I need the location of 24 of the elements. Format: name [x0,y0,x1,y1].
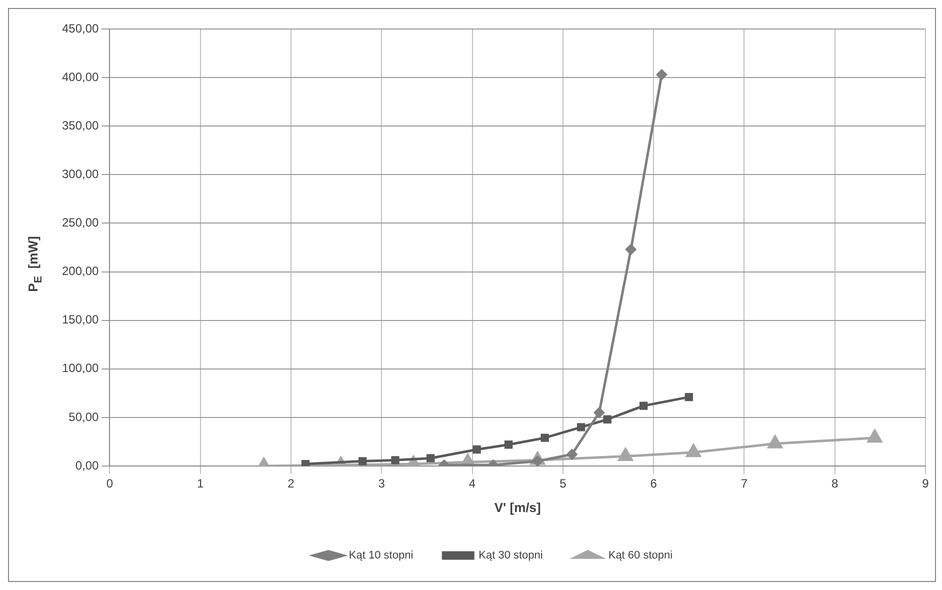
y-tick-label: 250,00 [62,216,100,230]
y-tick-label: 100,00 [62,361,100,376]
y-tick-label: 350,00 [62,118,100,132]
x-tick-label: 2 [288,476,295,491]
legend-label: Kąt 60 stopni [608,550,673,562]
y-tick-label: 50,00 [68,410,100,424]
legend-label: Kąt 10 stopni [348,550,414,562]
y-tick-label: 0,00 [75,458,100,472]
x-tick-label: 1 [197,476,204,491]
legend-label: Kąt 30 stopni [478,550,543,562]
x-tick-label: 4 [468,476,476,491]
y-tick-label: 400,00 [62,70,100,84]
x-tick-label: 9 [922,476,930,491]
y-tick-label: 200,00 [62,264,100,278]
y-tick-label: 450,00 [62,21,100,36]
x-tick-label: 0 [106,476,114,491]
x-tick-label: 8 [832,476,839,491]
y-tick-label: 150,00 [62,312,100,327]
x-tick-label: 3 [378,476,386,491]
x-tick-label: 6 [650,476,658,491]
y-tick-label: 300,00 [62,166,100,181]
x-axis-title: V' [m/s] [494,500,541,515]
x-tick-label: 7 [740,476,748,491]
x-tick-label: 5 [560,476,567,491]
